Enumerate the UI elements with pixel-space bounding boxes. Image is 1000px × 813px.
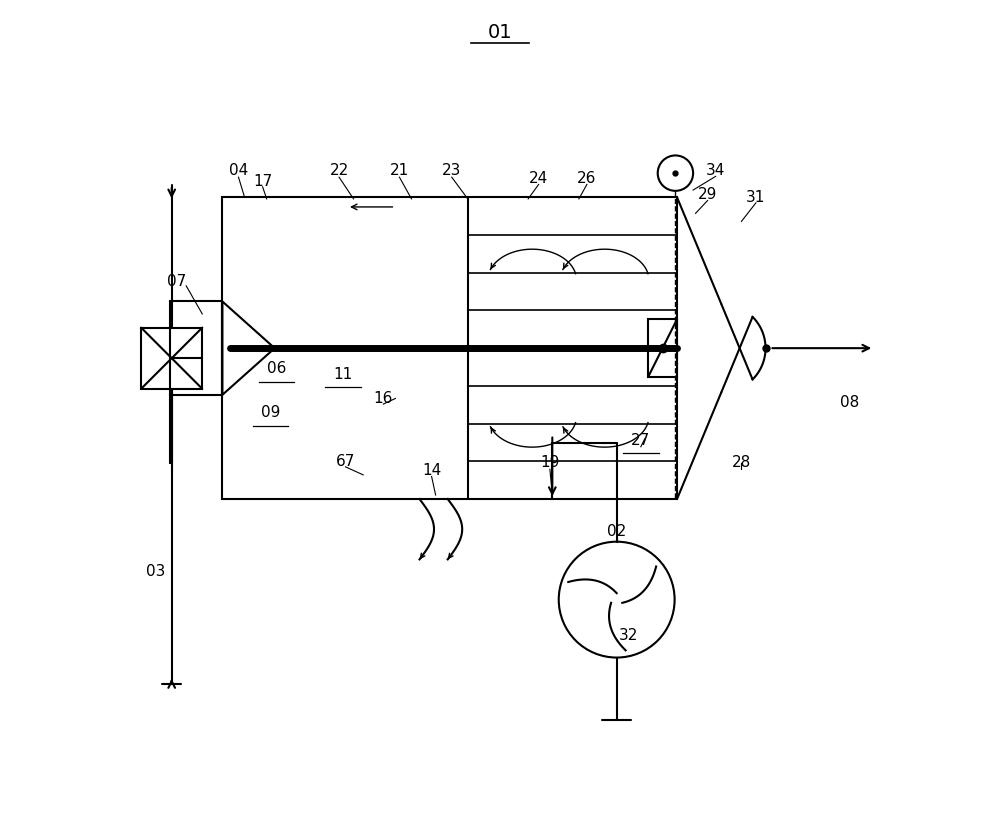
Text: 24: 24 <box>529 172 548 186</box>
Text: 11: 11 <box>333 367 353 382</box>
Text: 04: 04 <box>229 163 248 178</box>
Text: 23: 23 <box>442 163 461 178</box>
Text: 09: 09 <box>261 406 280 420</box>
Text: 16: 16 <box>374 391 393 406</box>
Bar <box>648 320 677 377</box>
Text: 34: 34 <box>706 163 725 178</box>
Text: 67: 67 <box>336 454 355 469</box>
Bar <box>222 198 677 499</box>
Text: 03: 03 <box>146 564 165 579</box>
Text: 31: 31 <box>746 189 766 205</box>
Text: 17: 17 <box>253 174 272 189</box>
Bar <box>141 328 202 389</box>
Text: 22: 22 <box>329 163 349 178</box>
Bar <box>170 302 222 395</box>
Text: 06: 06 <box>267 361 286 376</box>
Text: 27: 27 <box>631 433 650 448</box>
Text: 19: 19 <box>540 455 560 471</box>
Text: 01: 01 <box>488 23 512 41</box>
Text: 28: 28 <box>732 455 751 471</box>
Text: 14: 14 <box>422 463 441 478</box>
Text: 02: 02 <box>607 524 626 539</box>
Text: 21: 21 <box>390 163 409 178</box>
Text: 08: 08 <box>840 395 860 410</box>
Text: 32: 32 <box>619 628 638 643</box>
Text: 26: 26 <box>577 172 597 186</box>
Text: 29: 29 <box>698 187 717 202</box>
Text: 07: 07 <box>167 274 186 289</box>
